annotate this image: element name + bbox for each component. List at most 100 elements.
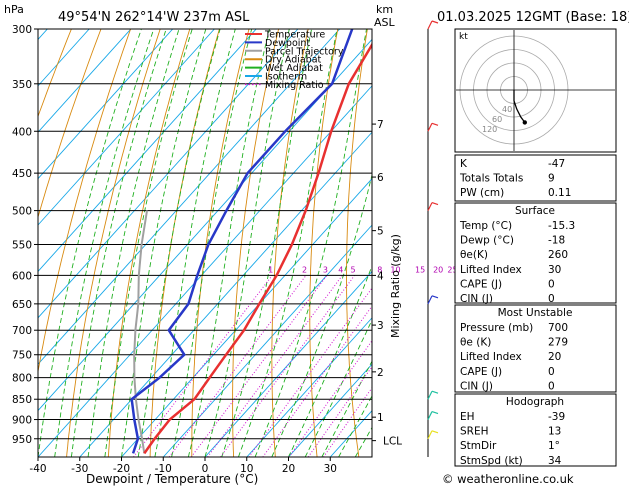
table-label: Dewp (°C) xyxy=(460,235,514,247)
pressure-tick-label: 950 xyxy=(12,434,32,446)
isotherm-line xyxy=(246,317,372,457)
isotherm-line xyxy=(0,29,6,457)
parcel-trajectory xyxy=(133,210,148,454)
table-value: 0 xyxy=(548,380,555,392)
most-unstable-box xyxy=(454,304,617,393)
pressure-tick-label: 650 xyxy=(12,299,32,311)
isotherm-line xyxy=(38,29,132,133)
temperature-profile xyxy=(143,42,372,455)
wet-adiabat-line xyxy=(154,29,236,457)
dry-adiabat-line xyxy=(38,29,72,118)
table-label: θe (K) xyxy=(460,337,491,349)
dry-adiabat-line xyxy=(232,29,280,457)
isotherm-line xyxy=(38,29,341,365)
x-tick-label: -30 xyxy=(71,463,88,475)
table-label: Pressure (mb) xyxy=(460,322,533,334)
table-value: 0 xyxy=(548,366,555,378)
wet-adiabat-line xyxy=(321,360,372,457)
isotherm-line xyxy=(288,363,372,457)
table-label: Lifted Index xyxy=(460,264,522,276)
location-title: 49°54'N 262°14'W 237m ASL xyxy=(58,10,250,25)
wind-barb xyxy=(427,20,433,30)
hodograph-ring-label: 120 xyxy=(482,125,497,134)
hodograph-trace xyxy=(513,90,526,123)
mixing-ratio-label: 5 xyxy=(351,265,356,274)
hodograph-end-dot xyxy=(522,120,527,125)
hodograph-unit: kt xyxy=(459,32,468,42)
table-value: 9 xyxy=(548,173,555,185)
km-tick-label: 2 xyxy=(377,367,384,379)
km-tick-label: 3 xyxy=(377,320,384,332)
hodograph-table-title: Hodograph xyxy=(506,396,564,408)
wet-adiabat-line xyxy=(221,29,313,457)
pressure-tick-label: 600 xyxy=(12,270,32,282)
x-tick-label: 0 xyxy=(202,463,209,475)
wet-adiabat-line xyxy=(87,29,180,457)
mixing-ratio-label: 8 xyxy=(377,265,382,274)
legend-label: Isotherm xyxy=(265,72,307,83)
isotherm-line xyxy=(38,85,372,457)
table-value: -47 xyxy=(548,158,565,170)
table-label: Lifted Index xyxy=(460,351,522,363)
wind-barb-flag xyxy=(431,390,439,394)
hodograph-frame xyxy=(454,28,617,153)
table-value: 1° xyxy=(548,440,560,452)
km-axis: 1 2 3 4 5 6 7 LCL xyxy=(371,29,402,457)
wind-barb-flag xyxy=(431,122,439,126)
dry-adiabat-line xyxy=(107,29,191,457)
mixing-ratio-label: 10 xyxy=(390,265,400,274)
indices-tables: K -47 Totals Totals 9 PW (cm) 0.11 SurfaceTemp… xyxy=(454,154,617,467)
dry-adiabat-line xyxy=(271,29,309,457)
x-axis-title: Dewpoint / Temperature (°C) xyxy=(86,472,258,486)
mixing-ratio-label: 3 xyxy=(323,265,328,274)
most-unstable-title: Most Unstable xyxy=(498,307,573,319)
table-label: Temp (°C) xyxy=(459,220,512,232)
table-label: CIN (J) xyxy=(460,380,493,392)
legend-label: Temperature xyxy=(264,30,325,41)
wind-barb xyxy=(427,122,433,132)
footer-copyright: © weatheronline.co.uk xyxy=(442,472,574,486)
mixing-ratio-label: 20 xyxy=(433,265,443,274)
legend-label: Parcel Trajectory xyxy=(265,46,344,57)
pressure-tick-label: 500 xyxy=(12,206,32,218)
table-value: 0 xyxy=(548,278,555,290)
mixing-ratio-label: 1 xyxy=(268,265,273,274)
lcl-label: LCL xyxy=(383,436,402,448)
mixing-ratio-axis-title: Mixing Ratio (g/kg) xyxy=(389,234,402,338)
surface-box xyxy=(454,202,617,304)
wind-barb xyxy=(427,390,433,400)
dewpoint-profile xyxy=(130,29,354,454)
pressure-tick-label: 550 xyxy=(12,239,32,251)
wet-adiabat-line xyxy=(288,264,372,457)
x-tick-label: -40 xyxy=(29,463,46,475)
mixing-ratio-label: 25 xyxy=(447,265,457,274)
pressure-tick-label: 300 xyxy=(12,24,32,36)
wet-adiabat-line xyxy=(338,395,372,457)
wind-barb-flag xyxy=(431,202,439,206)
x-tick-label: -10 xyxy=(155,463,172,475)
mixing-ratio-line xyxy=(190,275,328,457)
table-label: Totals Totals xyxy=(459,173,523,185)
wet-adiabat-line xyxy=(304,319,372,457)
table-label: SREH xyxy=(460,426,489,438)
wet-adiabat-line xyxy=(187,29,270,457)
table-value: 0 xyxy=(548,293,555,305)
pressure-tick-label: 400 xyxy=(12,126,32,138)
hodograph-ring-label: 40 xyxy=(502,105,512,114)
table-label: CIN (J) xyxy=(460,293,493,305)
km-tick-label: 4 xyxy=(377,270,384,282)
pressure-tick-label: 900 xyxy=(12,415,32,427)
km-tick-label: 1 xyxy=(377,412,384,424)
km-tick-label: 6 xyxy=(377,172,384,184)
x-tick-label: 20 xyxy=(282,463,295,475)
table-value: -18 xyxy=(548,235,565,247)
wind-barb xyxy=(427,430,433,440)
mixing-ratio-line xyxy=(248,287,372,457)
mixing-ratio-line xyxy=(307,365,372,457)
table-label: StmSpd (kt) xyxy=(460,455,523,467)
isotherm-line xyxy=(204,270,372,457)
hodograph-box xyxy=(454,393,617,467)
